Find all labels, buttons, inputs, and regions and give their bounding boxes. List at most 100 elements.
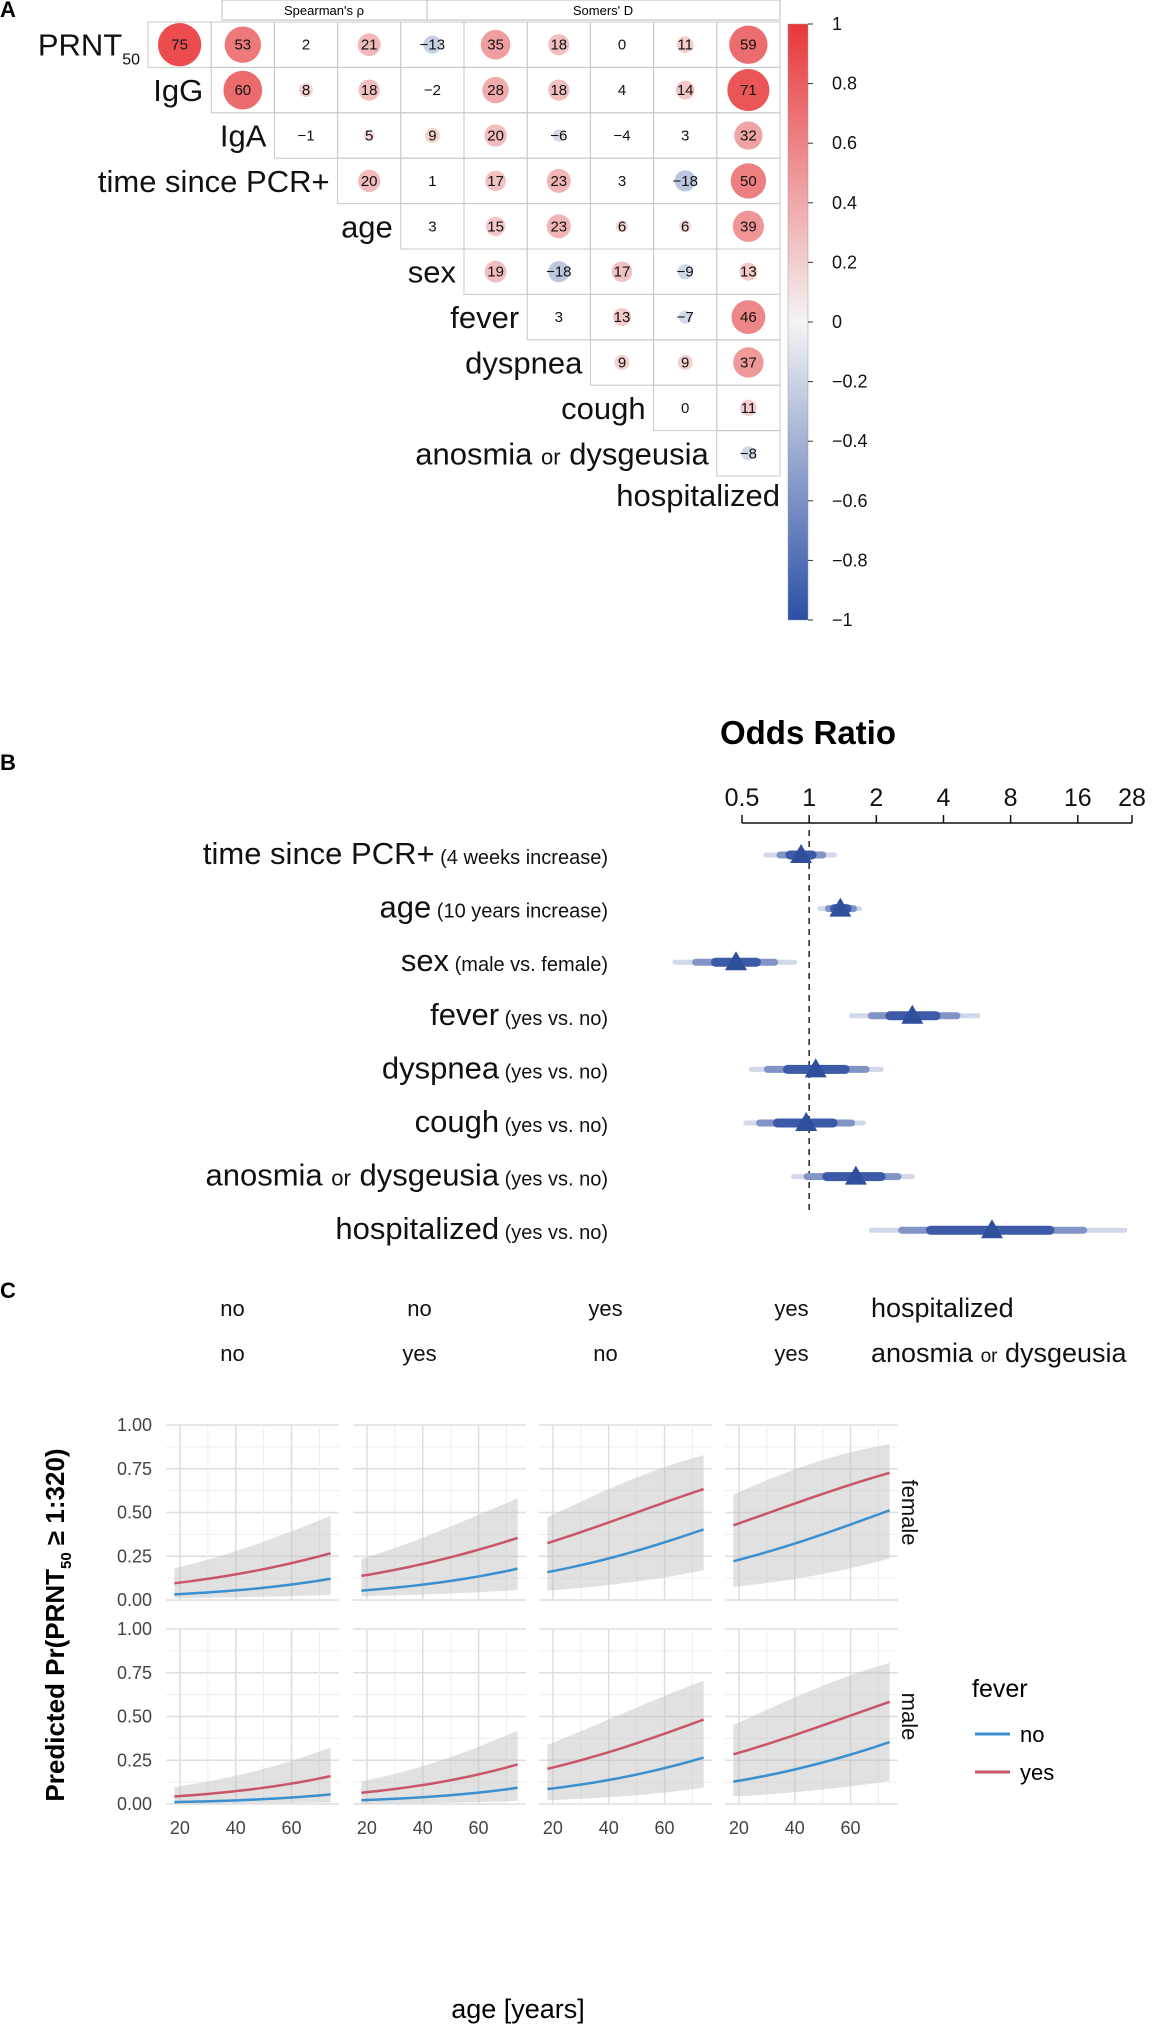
- heatmap-circle: [363, 129, 375, 142]
- heatmap-value: 21: [361, 37, 378, 54]
- y-tick-label: 0.75: [117, 1459, 152, 1479]
- heatmap-value: 20: [487, 128, 504, 145]
- heatmap-value: 59: [740, 37, 757, 54]
- or-axis-tick-label: 0.5: [725, 784, 760, 812]
- panel-c: C no no yes yes hospitalized no yes no yes anosmi…: [0, 1278, 1128, 2024]
- facet-credible-band: [361, 1730, 518, 1804]
- facet-column-variable: anosmia or dysgeusia: [871, 1338, 1128, 1368]
- heatmap-value: 20: [361, 173, 378, 190]
- x-tick-label: 60: [841, 1818, 861, 1838]
- or-point-estimate: [829, 897, 852, 917]
- legend-label-yes: yes: [1020, 1760, 1054, 1785]
- heatmap-circle: [731, 300, 766, 335]
- heatmap-circle: [482, 76, 509, 104]
- heatmap-value: −1: [297, 128, 314, 145]
- facet-column-value: yes: [774, 1296, 808, 1321]
- x-tick-label: 40: [226, 1818, 246, 1838]
- heatmap-value: 11: [677, 37, 693, 54]
- y-tick-label: 1.00: [117, 1619, 152, 1639]
- heatmap-value: 6: [681, 218, 689, 235]
- facet-line-fever-no: [361, 1786, 518, 1802]
- or-axis-tick-label: 28: [1118, 784, 1146, 812]
- heatmap-row-label: fever: [450, 300, 519, 335]
- heatmap-value: 6: [618, 218, 626, 235]
- colorbar-tick-label: 0.6: [832, 133, 857, 153]
- y-tick-label: 1.00: [117, 1415, 152, 1435]
- panel-a: A Spearman's ρ Somers' D 75 53 2 21 −13 35 18 0…: [0, 0, 868, 630]
- heatmap-row-label: time since PCR+: [98, 164, 330, 199]
- facet-line-fever-no: [174, 1577, 331, 1596]
- heatmap-value: 23: [550, 218, 567, 235]
- or-point-estimate: [901, 1004, 924, 1024]
- heatmap-circle: [674, 170, 696, 192]
- x-tick-label: 60: [469, 1818, 489, 1838]
- heatmap-row-label: IgA: [220, 119, 267, 154]
- or-axis-tick-label: 8: [1004, 784, 1018, 812]
- heatmap-circle: [548, 261, 570, 283]
- heatmap-row-label: age: [341, 209, 393, 244]
- x-tick-label: 20: [357, 1818, 377, 1838]
- heatmap-circle: [740, 399, 757, 417]
- heatmap-header: Spearman's ρ Somers' D: [221, 0, 781, 21]
- y-axis-title: Predicted Pr(PRNT50 ≥ 1:320): [40, 1448, 75, 1801]
- heatmap-value: 18: [361, 82, 378, 99]
- heatmap-circle: [678, 310, 692, 324]
- heatmap-value: 9: [681, 355, 689, 372]
- heatmap-circle: [611, 261, 633, 283]
- heatmap-value: 0: [681, 400, 689, 417]
- facet-credible-band: [547, 1455, 704, 1591]
- heatmap-circle: [485, 170, 506, 192]
- x-tick-label: 20: [729, 1818, 749, 1838]
- heatmap-grid: [147, 21, 781, 477]
- heatmap-circle: [548, 79, 570, 101]
- heatmap-circle: [739, 262, 758, 281]
- heatmap-cell-border: [716, 430, 781, 477]
- facet-column-value: no: [220, 1341, 244, 1366]
- heatmap-circle: [484, 260, 507, 283]
- heatmap-value: 35: [487, 37, 504, 54]
- or-point-estimate: [844, 1165, 867, 1185]
- heatmap-circle: [741, 446, 756, 461]
- colorbar-tick-label: −0.4: [832, 431, 868, 451]
- heatmap-row-label: anosmia or dysgeusia: [415, 436, 709, 471]
- heatmap-value: 37: [740, 355, 757, 372]
- facet-line-fever-yes: [546, 1487, 705, 1545]
- heatmap-value: −7: [677, 309, 694, 326]
- facet-column-value: no: [593, 1341, 617, 1366]
- panel-c-letter: C: [0, 1278, 16, 1303]
- heatmap-circle: [548, 34, 570, 56]
- heatmap-value: 46: [740, 309, 757, 326]
- heatmap-row-label: PRNT50: [38, 28, 140, 69]
- heatmap-circle: [484, 124, 507, 147]
- facet-line-fever-no: [547, 1528, 705, 1574]
- facet-row-strip: female: [897, 1479, 922, 1545]
- heatmap-value: −18: [672, 173, 697, 190]
- or-point-estimate: [980, 1219, 1003, 1239]
- heatmap-value: 0: [618, 37, 626, 54]
- colorbar: 1 0.8 0.6 0.4 0.2 0 −0.2 −0.4 −0.6 −0.8 −1: [787, 14, 868, 630]
- or-predictor-label: cough (yes vs. no): [415, 1104, 608, 1139]
- or-point-estimate: [790, 844, 813, 863]
- heatmap-circle: [612, 308, 632, 327]
- colorbar-ticks: 1 0.8 0.6 0.4 0.2 0 −0.2 −0.4 −0.6 −0.8 −1: [808, 14, 868, 630]
- or-axis-tick-label: 1: [802, 784, 816, 812]
- or-axis-tick-label: 16: [1064, 784, 1092, 812]
- facet-row-strip: male: [897, 1693, 922, 1741]
- facet-line-fever-yes: [361, 1536, 519, 1578]
- heatmap-circle: [614, 355, 630, 370]
- legend-label-no: no: [1020, 1722, 1044, 1747]
- heatmap-circle: [357, 33, 381, 57]
- heatmap-circle: [675, 80, 695, 100]
- or-predictor-label: anosmia or dysgeusia (yes vs. no): [206, 1158, 609, 1193]
- y-tick-label: 0.50: [117, 1503, 152, 1523]
- colorbar-tick-label: 0.8: [832, 74, 857, 94]
- panel-b-letter: B: [0, 750, 16, 775]
- heatmap-value: 3: [681, 128, 689, 145]
- heatmap-value: 71: [740, 82, 757, 99]
- colorbar-tick-label: −0.8: [832, 550, 868, 570]
- colorbar-tick-label: 1: [832, 14, 842, 34]
- facet-line-fever-yes: [174, 1774, 331, 1798]
- x-tick-label: 40: [785, 1818, 805, 1838]
- facet-grid: 0.00 0.25 0.50 0.75 1.00 0.00 0.25 0.50 0.75 1.00…: [117, 1415, 922, 1838]
